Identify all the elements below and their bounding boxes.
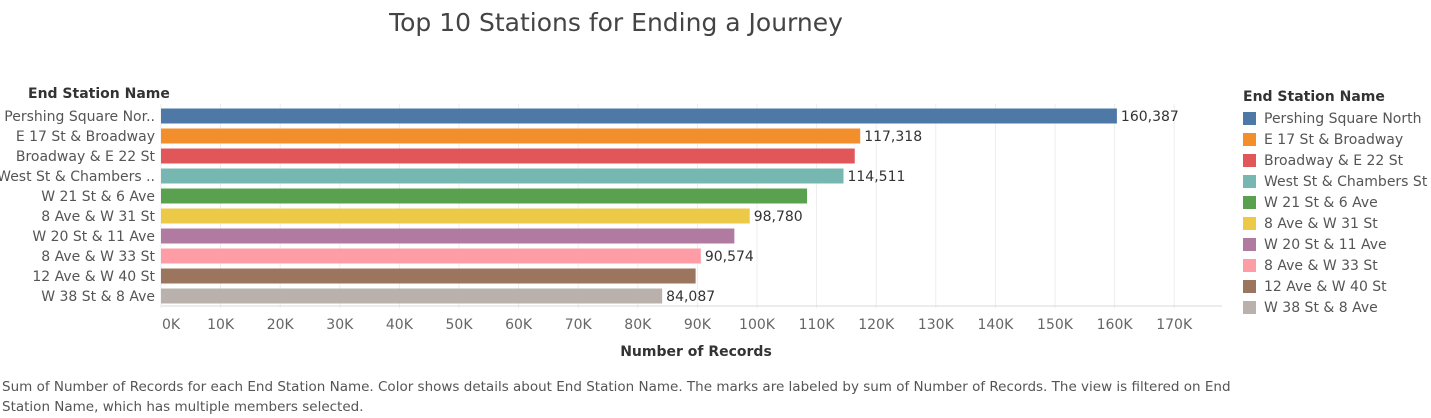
legend-item[interactable]: E 17 St & Broadway [1243, 129, 1427, 150]
legend-item[interactable]: 12 Ave & W 40 St [1243, 276, 1427, 297]
data-label: 84,087 [666, 289, 715, 305]
legend-label: Broadway & E 22 St [1264, 152, 1404, 169]
legend-item[interactable]: Broadway & E 22 St [1243, 150, 1427, 171]
bar[interactable] [161, 248, 701, 264]
x-tick-label: 70K [565, 317, 593, 333]
bar-chart: Pershing Square Nor.. 160,387 E 17 St & Br… [0, 104, 1222, 360]
chart-title: Top 10 Stations for Ending a Journey [389, 8, 843, 37]
x-tick-label: 170K [1156, 317, 1193, 333]
x-tick-label: 30K [326, 317, 354, 333]
legend-label: W 20 St & 11 Ave [1264, 236, 1387, 253]
bar[interactable] [161, 148, 855, 164]
legend-swatch [1243, 238, 1256, 251]
category-label: E 17 St & Broadway [16, 129, 155, 145]
x-tick-label: 60K [505, 317, 533, 333]
bar[interactable] [161, 188, 808, 204]
legend-item[interactable]: Pershing Square North [1243, 108, 1427, 129]
legend-title: End Station Name [1243, 89, 1385, 105]
legend-label: Pershing Square North [1264, 110, 1422, 127]
data-label: 98,780 [754, 209, 803, 225]
category-label: Broadway & E 22 St [16, 149, 156, 165]
x-tick-label: 110K [799, 317, 836, 333]
legend-item[interactable]: W 21 St & 6 Ave [1243, 192, 1427, 213]
legend-items: Pershing Square North E 17 St & Broadway B… [1243, 108, 1427, 318]
x-tick-label: 160K [1097, 317, 1134, 333]
legend-swatch [1243, 217, 1256, 230]
legend[interactable]: End Station Name Pershing Square North E … [1243, 89, 1427, 318]
x-tick-label: 80K [624, 317, 652, 333]
x-tick-label: 90K [684, 317, 712, 333]
legend-swatch [1243, 259, 1256, 272]
x-tick-label: 50K [446, 317, 474, 333]
category-label: Pershing Square Nor.. [4, 109, 155, 125]
category-label: 8 Ave & W 31 St [41, 209, 155, 225]
legend-swatch [1243, 133, 1256, 146]
legend-label: 12 Ave & W 40 St [1264, 278, 1387, 295]
x-tick-label: 0K [162, 317, 181, 333]
x-tick-label: 140K [977, 317, 1014, 333]
data-label: 90,574 [705, 249, 754, 265]
bar[interactable] [161, 108, 1117, 124]
legend-label: 8 Ave & W 31 St [1264, 215, 1378, 232]
bar[interactable] [161, 128, 861, 144]
bar[interactable] [161, 228, 735, 244]
legend-item[interactable]: West St & Chambers St [1243, 171, 1427, 192]
legend-label: West St & Chambers St [1264, 173, 1428, 190]
category-label: West St & Chambers .. [0, 169, 155, 185]
legend-label: 8 Ave & W 33 St [1264, 257, 1378, 274]
legend-item[interactable]: W 38 St & 8 Ave [1243, 297, 1427, 318]
legend-swatch [1243, 301, 1256, 314]
chart-caption: Sum of Number of Records for each End St… [2, 379, 1231, 415]
category-label: 12 Ave & W 40 St [32, 269, 155, 285]
legend-swatch [1243, 175, 1256, 188]
data-label: 114,511 [847, 169, 905, 185]
x-tick-label: 10K [207, 317, 235, 333]
x-tick-label: 130K [918, 317, 955, 333]
legend-item[interactable]: 8 Ave & W 31 St [1243, 213, 1427, 234]
x-tick-label: 40K [386, 317, 414, 333]
legend-item[interactable]: W 20 St & 11 Ave [1243, 234, 1427, 255]
x-tick-label: 100K [739, 317, 776, 333]
legend-swatch [1243, 196, 1256, 209]
data-label: 117,318 [864, 129, 922, 145]
category-label: W 21 St & 6 Ave [41, 189, 155, 205]
legend-label: W 38 St & 8 Ave [1264, 299, 1378, 316]
x-axis-title: Number of Records [620, 344, 772, 360]
legend-swatch [1243, 280, 1256, 293]
bar[interactable] [161, 208, 750, 224]
x-tick-label: 120K [858, 317, 895, 333]
legend-label: E 17 St & Broadway [1264, 131, 1404, 148]
x-tick-label: 20K [267, 317, 295, 333]
row-header: End Station Name [28, 86, 170, 102]
bar[interactable] [161, 268, 696, 284]
data-label: 160,387 [1121, 109, 1179, 125]
bar[interactable] [161, 168, 844, 184]
category-label: W 20 St & 11 Ave [32, 229, 155, 245]
legend-swatch [1243, 154, 1256, 167]
category-label: 8 Ave & W 33 St [41, 249, 155, 265]
bar[interactable] [161, 288, 663, 304]
category-label: W 38 St & 8 Ave [41, 289, 155, 305]
legend-label: W 21 St & 6 Ave [1264, 194, 1378, 211]
legend-item[interactable]: 8 Ave & W 33 St [1243, 255, 1427, 276]
x-tick-label: 150K [1037, 317, 1074, 333]
legend-swatch [1243, 112, 1256, 125]
